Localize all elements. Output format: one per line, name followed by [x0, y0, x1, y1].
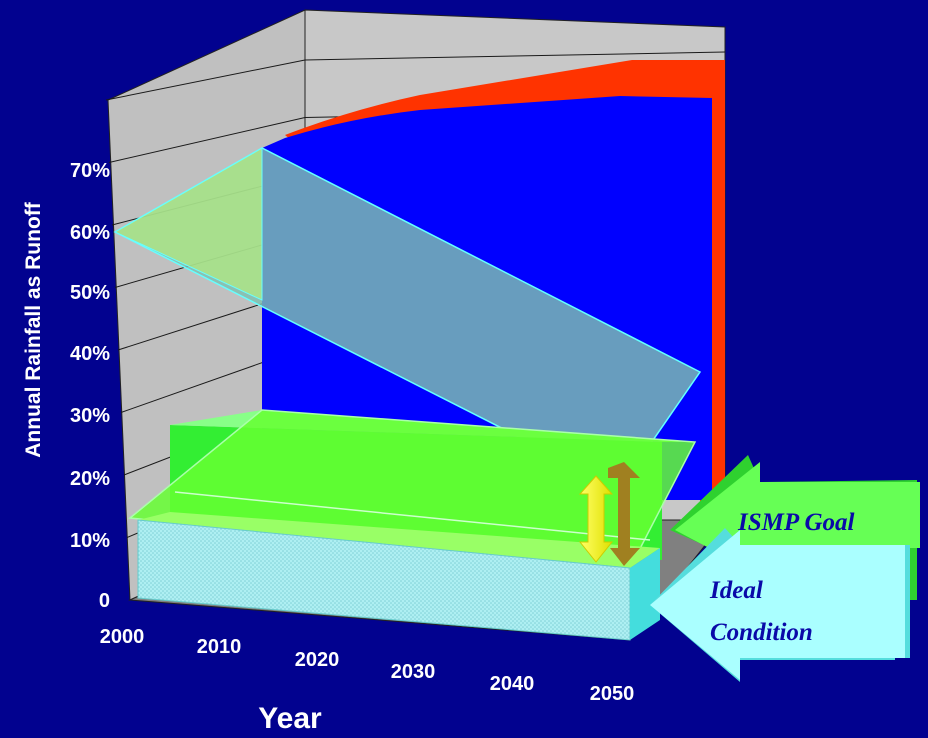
y-tick-label: 10% [70, 530, 110, 552]
gridline-left [105, 59, 306, 101]
y-tick-label: 30% [70, 405, 110, 427]
x-tick-label: 2010 [197, 636, 242, 658]
ideal-condition-label-2: Condition [710, 619, 813, 646]
x-tick-labels: 2000 2010 2020 2030 2040 2050 [100, 626, 635, 705]
y-tick-label: 60% [70, 222, 110, 244]
ideal-condition-label-1: Ideal [709, 577, 763, 604]
y-tick-label: 40% [70, 343, 110, 365]
ideal-slab-side [630, 548, 660, 640]
y-tick-label: 70% [70, 160, 110, 182]
y-axis-label: Annual Rainfall as Runoff [22, 201, 45, 458]
y-tick-label: 20% [70, 468, 110, 490]
ismp-goal-label: ISMP Goal [737, 509, 855, 536]
gridline-left [108, 117, 306, 163]
y-tick-label: 50% [70, 282, 110, 304]
gridline-back [304, 51, 726, 61]
x-tick-label: 2030 [391, 661, 436, 683]
goal-edge [174, 491, 651, 541]
projection-plane-left [113, 147, 263, 301]
x-tick-label: 2050 [590, 683, 635, 705]
x-tick-label: 2040 [490, 673, 535, 695]
ideal-slab-top [138, 512, 660, 568]
ideal-condition-callout: Ideal Condition [650, 528, 910, 682]
y-tick-label: 0 [99, 590, 110, 612]
y-tick-labels: 0 10% 20% 30% 40% 50% 60% 70% [70, 160, 110, 612]
x-tick-label: 2020 [295, 649, 340, 671]
x-axis-label: Year [258, 702, 322, 735]
double-headed-arrow-icon [578, 462, 640, 566]
x-tick-label: 2000 [100, 626, 145, 648]
